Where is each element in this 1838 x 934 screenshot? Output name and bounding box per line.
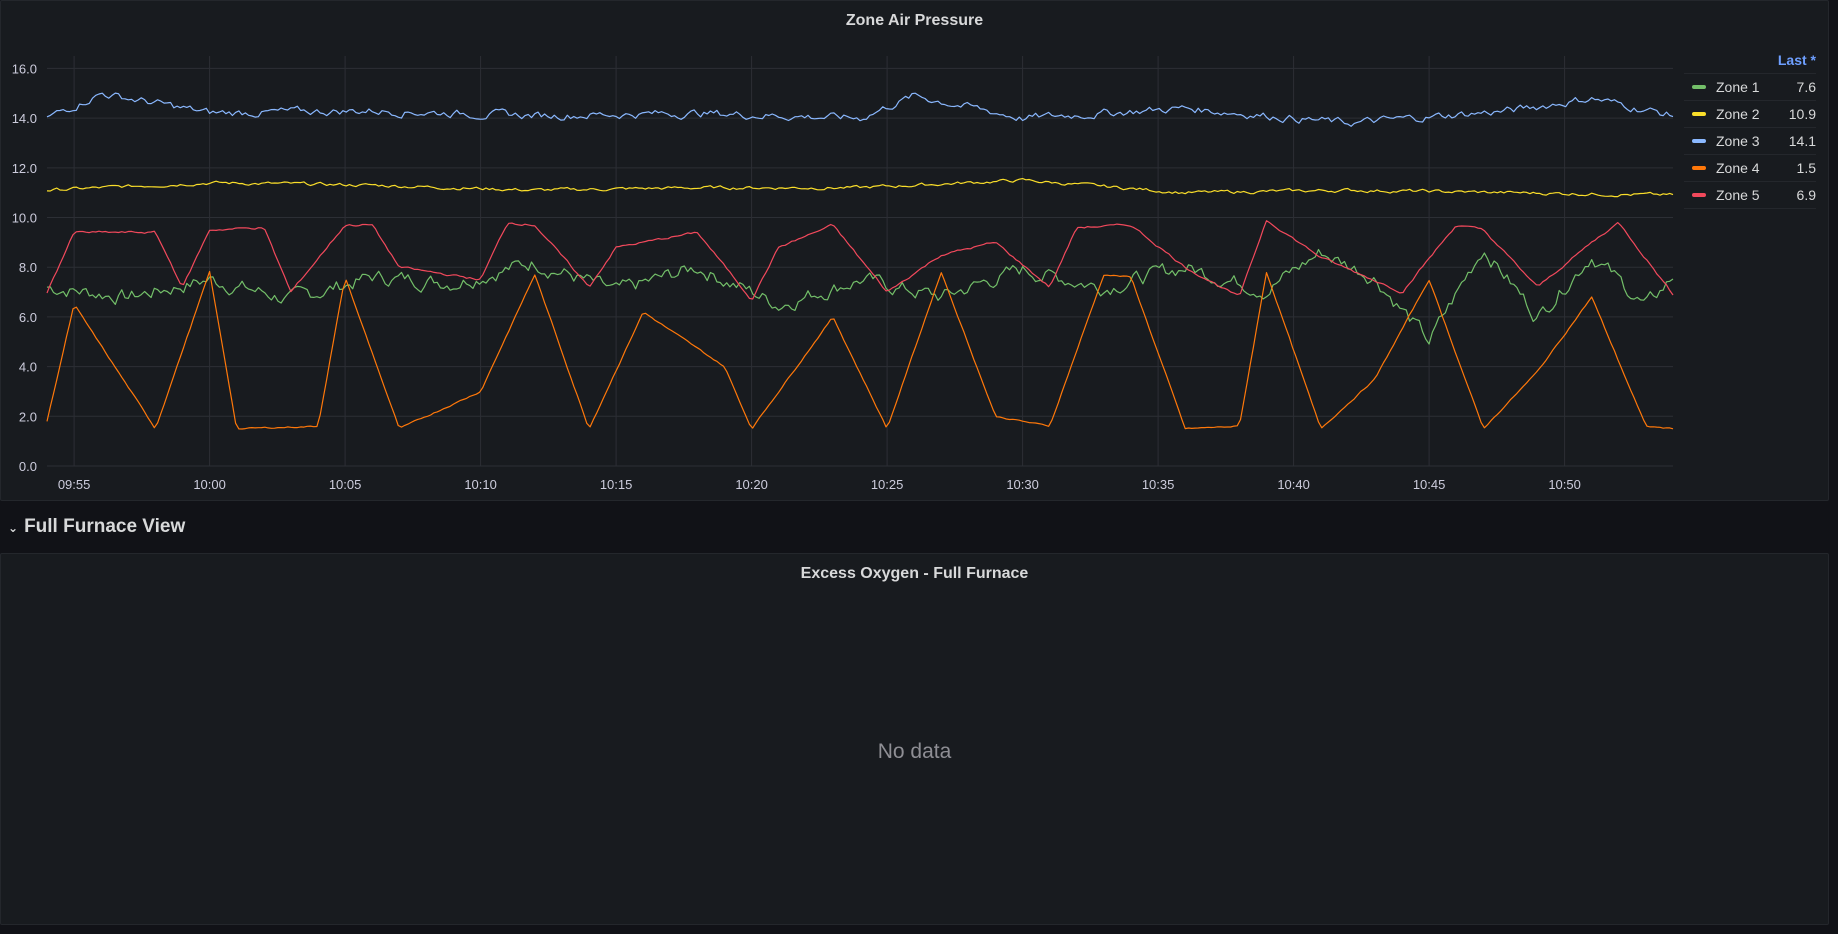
- legend-item-zone-5[interactable]: Zone 5 6.9: [1684, 181, 1816, 209]
- legend-value: 10.9: [1788, 106, 1816, 122]
- panel-title[interactable]: Excess Oxygen - Full Furnace: [800, 565, 1029, 582]
- chart-ticks: 0.0 2.0 4.0 6.0 8.0 10.0 12.0 14.0 16.0 09:55 10:0…: [12, 61, 1581, 492]
- chart-grid: [47, 56, 1673, 467]
- y-tick-label: 12.0: [12, 161, 37, 176]
- legend-value: 1.5: [1796, 160, 1816, 176]
- no-data-message: No data: [877, 740, 952, 763]
- legend-name: Zone 4: [1716, 160, 1760, 176]
- legend-swatch: [1692, 112, 1706, 116]
- y-tick-label: 2.0: [19, 409, 37, 424]
- chevron-down-icon: ⌄: [8, 521, 19, 535]
- excess-oxygen-panel: Excess Oxygen - Full Furnace No data: [0, 553, 1829, 925]
- legend-swatch: [1692, 139, 1706, 143]
- x-tick-label: 10:50: [1548, 477, 1581, 492]
- panel-title[interactable]: Zone Air Pressure: [845, 12, 984, 29]
- x-tick-label: 10:40: [1277, 477, 1310, 492]
- legend-value: 14.1: [1788, 133, 1816, 149]
- series-line-zone-4[interactable]: [46, 270, 1674, 430]
- y-tick-label: 6.0: [19, 310, 37, 325]
- legend-item-zone-3[interactable]: Zone 3 14.1: [1684, 127, 1816, 154]
- series-line-zone-2[interactable]: [46, 178, 1674, 198]
- x-tick-label: 10:45: [1413, 477, 1446, 492]
- y-tick-label: 14.0: [12, 111, 37, 126]
- x-tick-label: 10:00: [193, 477, 226, 492]
- legend-item-zone-2[interactable]: Zone 2 10.9: [1684, 100, 1816, 127]
- legend-swatch: [1692, 85, 1706, 89]
- legend-swatch: [1692, 193, 1706, 197]
- x-tick-label: 10:15: [600, 477, 633, 492]
- series-line-zone-5[interactable]: [46, 220, 1674, 300]
- chart-series: [46, 92, 1674, 430]
- zone-air-pressure-panel: Zone Air Pressure 0.0 2.0 4.0 6.0 8.0 10.0 12.…: [0, 0, 1829, 501]
- row-collapse-toggle[interactable]: ⌄ Full Furnace View: [8, 516, 185, 538]
- legend-item-zone-4[interactable]: Zone 4 1.5: [1684, 154, 1816, 181]
- y-tick-label: 0.0: [19, 459, 37, 474]
- legend-value: 7.6: [1796, 79, 1816, 95]
- pressure-chart: 0.0 2.0 4.0 6.0 8.0 10.0 12.0 14.0 16.0 09:55 10:0…: [12, 56, 1674, 492]
- x-tick-label: 10:20: [735, 477, 768, 492]
- legend-name: Zone 3: [1716, 133, 1760, 149]
- row-title: Full Furnace View: [24, 516, 186, 537]
- x-tick-label: 09:55: [58, 477, 91, 492]
- x-tick-label: 10:25: [871, 477, 904, 492]
- legend-sort-header[interactable]: Last *: [1777, 52, 1816, 68]
- y-tick-label: 4.0: [19, 360, 37, 375]
- x-tick-label: 10:35: [1142, 477, 1175, 492]
- chart-legend: Last * Zone 1 7.6 Zone 2 10.9 Zone 3 14.…: [1684, 47, 1816, 209]
- legend-name: Zone 1: [1716, 79, 1760, 95]
- legend-value: 6.9: [1796, 187, 1816, 203]
- x-tick-label: 10:05: [329, 477, 362, 492]
- series-line-zone-3[interactable]: [46, 92, 1674, 127]
- legend-swatch: [1692, 166, 1706, 170]
- legend-name: Zone 2: [1716, 106, 1760, 122]
- y-tick-label: 8.0: [19, 260, 37, 275]
- y-tick-label: 16.0: [12, 61, 37, 76]
- x-tick-label: 10:30: [1006, 477, 1039, 492]
- legend-item-zone-1[interactable]: Zone 1 7.6: [1684, 73, 1816, 100]
- legend-name: Zone 5: [1716, 187, 1760, 203]
- series-line-zone-1[interactable]: [46, 248, 1674, 345]
- x-tick-label: 10:10: [464, 477, 497, 492]
- y-tick-label: 10.0: [12, 211, 37, 226]
